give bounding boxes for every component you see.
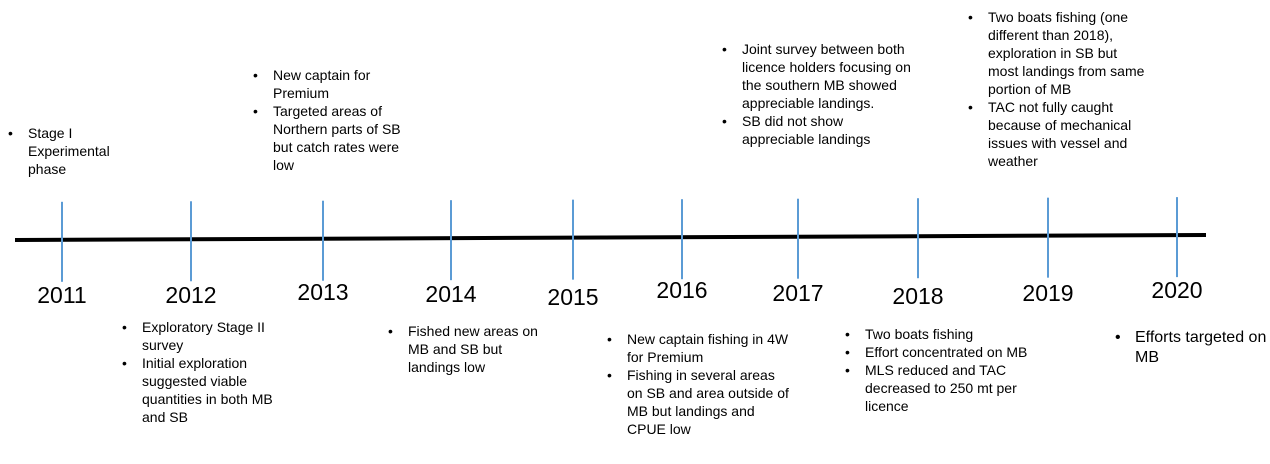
event-notes: New captain for PremiumTargeted areas of… bbox=[253, 66, 418, 174]
year-label: 2018 bbox=[892, 283, 944, 309]
timeline-axis bbox=[14, 233, 1207, 242]
event-notes: Fished new areas on MB and SB but landin… bbox=[388, 322, 548, 376]
year-label: 2015 bbox=[547, 284, 599, 310]
event-notes: Two boats fishing (one different than 20… bbox=[968, 8, 1148, 170]
event-notes: Two boats fishingEffort concentrated on … bbox=[845, 325, 1035, 415]
event-notes: New captain fishing in 4W for PremiumFis… bbox=[607, 330, 792, 438]
event-note: TAC not fully caught because of mechanic… bbox=[968, 98, 1148, 170]
year-label: 2020 bbox=[1151, 277, 1203, 303]
event-note: MLS reduced and TAC decreased to 250 mt … bbox=[845, 361, 1035, 415]
event-notes: Exploratory Stage II surveyInitial explo… bbox=[122, 318, 282, 426]
event-note: Fished new areas on MB and SB but landin… bbox=[388, 322, 548, 376]
event-note: Initial exploration suggested viable qua… bbox=[122, 354, 282, 426]
year-label: 2016 bbox=[656, 277, 708, 303]
event-note: Fishing in several areas on SB and area … bbox=[607, 366, 792, 438]
event-notes: Joint survey between both licence holder… bbox=[722, 40, 912, 148]
year-label: 2012 bbox=[165, 282, 217, 308]
year-label: 2013 bbox=[297, 279, 349, 305]
event-note: Efforts targeted on MB bbox=[1115, 328, 1270, 368]
event-notes: Efforts targeted on MB bbox=[1115, 328, 1270, 368]
event-note: SB did not show appreciable landings bbox=[722, 112, 912, 148]
event-note: New captain fishing in 4W for Premium bbox=[607, 330, 792, 366]
year-label: 2014 bbox=[425, 281, 477, 307]
event-note: Effort concentrated on MB bbox=[845, 343, 1035, 361]
year-label: 2017 bbox=[772, 280, 824, 306]
event-note: Joint survey between both licence holder… bbox=[722, 40, 912, 112]
event-note: New captain for Premium bbox=[253, 66, 418, 102]
event-note: Two boats fishing bbox=[845, 325, 1035, 343]
year-label: 2011 bbox=[37, 282, 87, 308]
event-note: Stage I Experimental phase bbox=[8, 124, 133, 178]
event-note: Two boats fishing (one different than 20… bbox=[968, 8, 1148, 98]
event-notes: Stage I Experimental phase bbox=[8, 124, 133, 178]
event-note: Exploratory Stage II survey bbox=[122, 318, 282, 354]
year-label: 2019 bbox=[1022, 280, 1074, 306]
event-note: Targeted areas of Northern parts of SB b… bbox=[253, 102, 418, 174]
